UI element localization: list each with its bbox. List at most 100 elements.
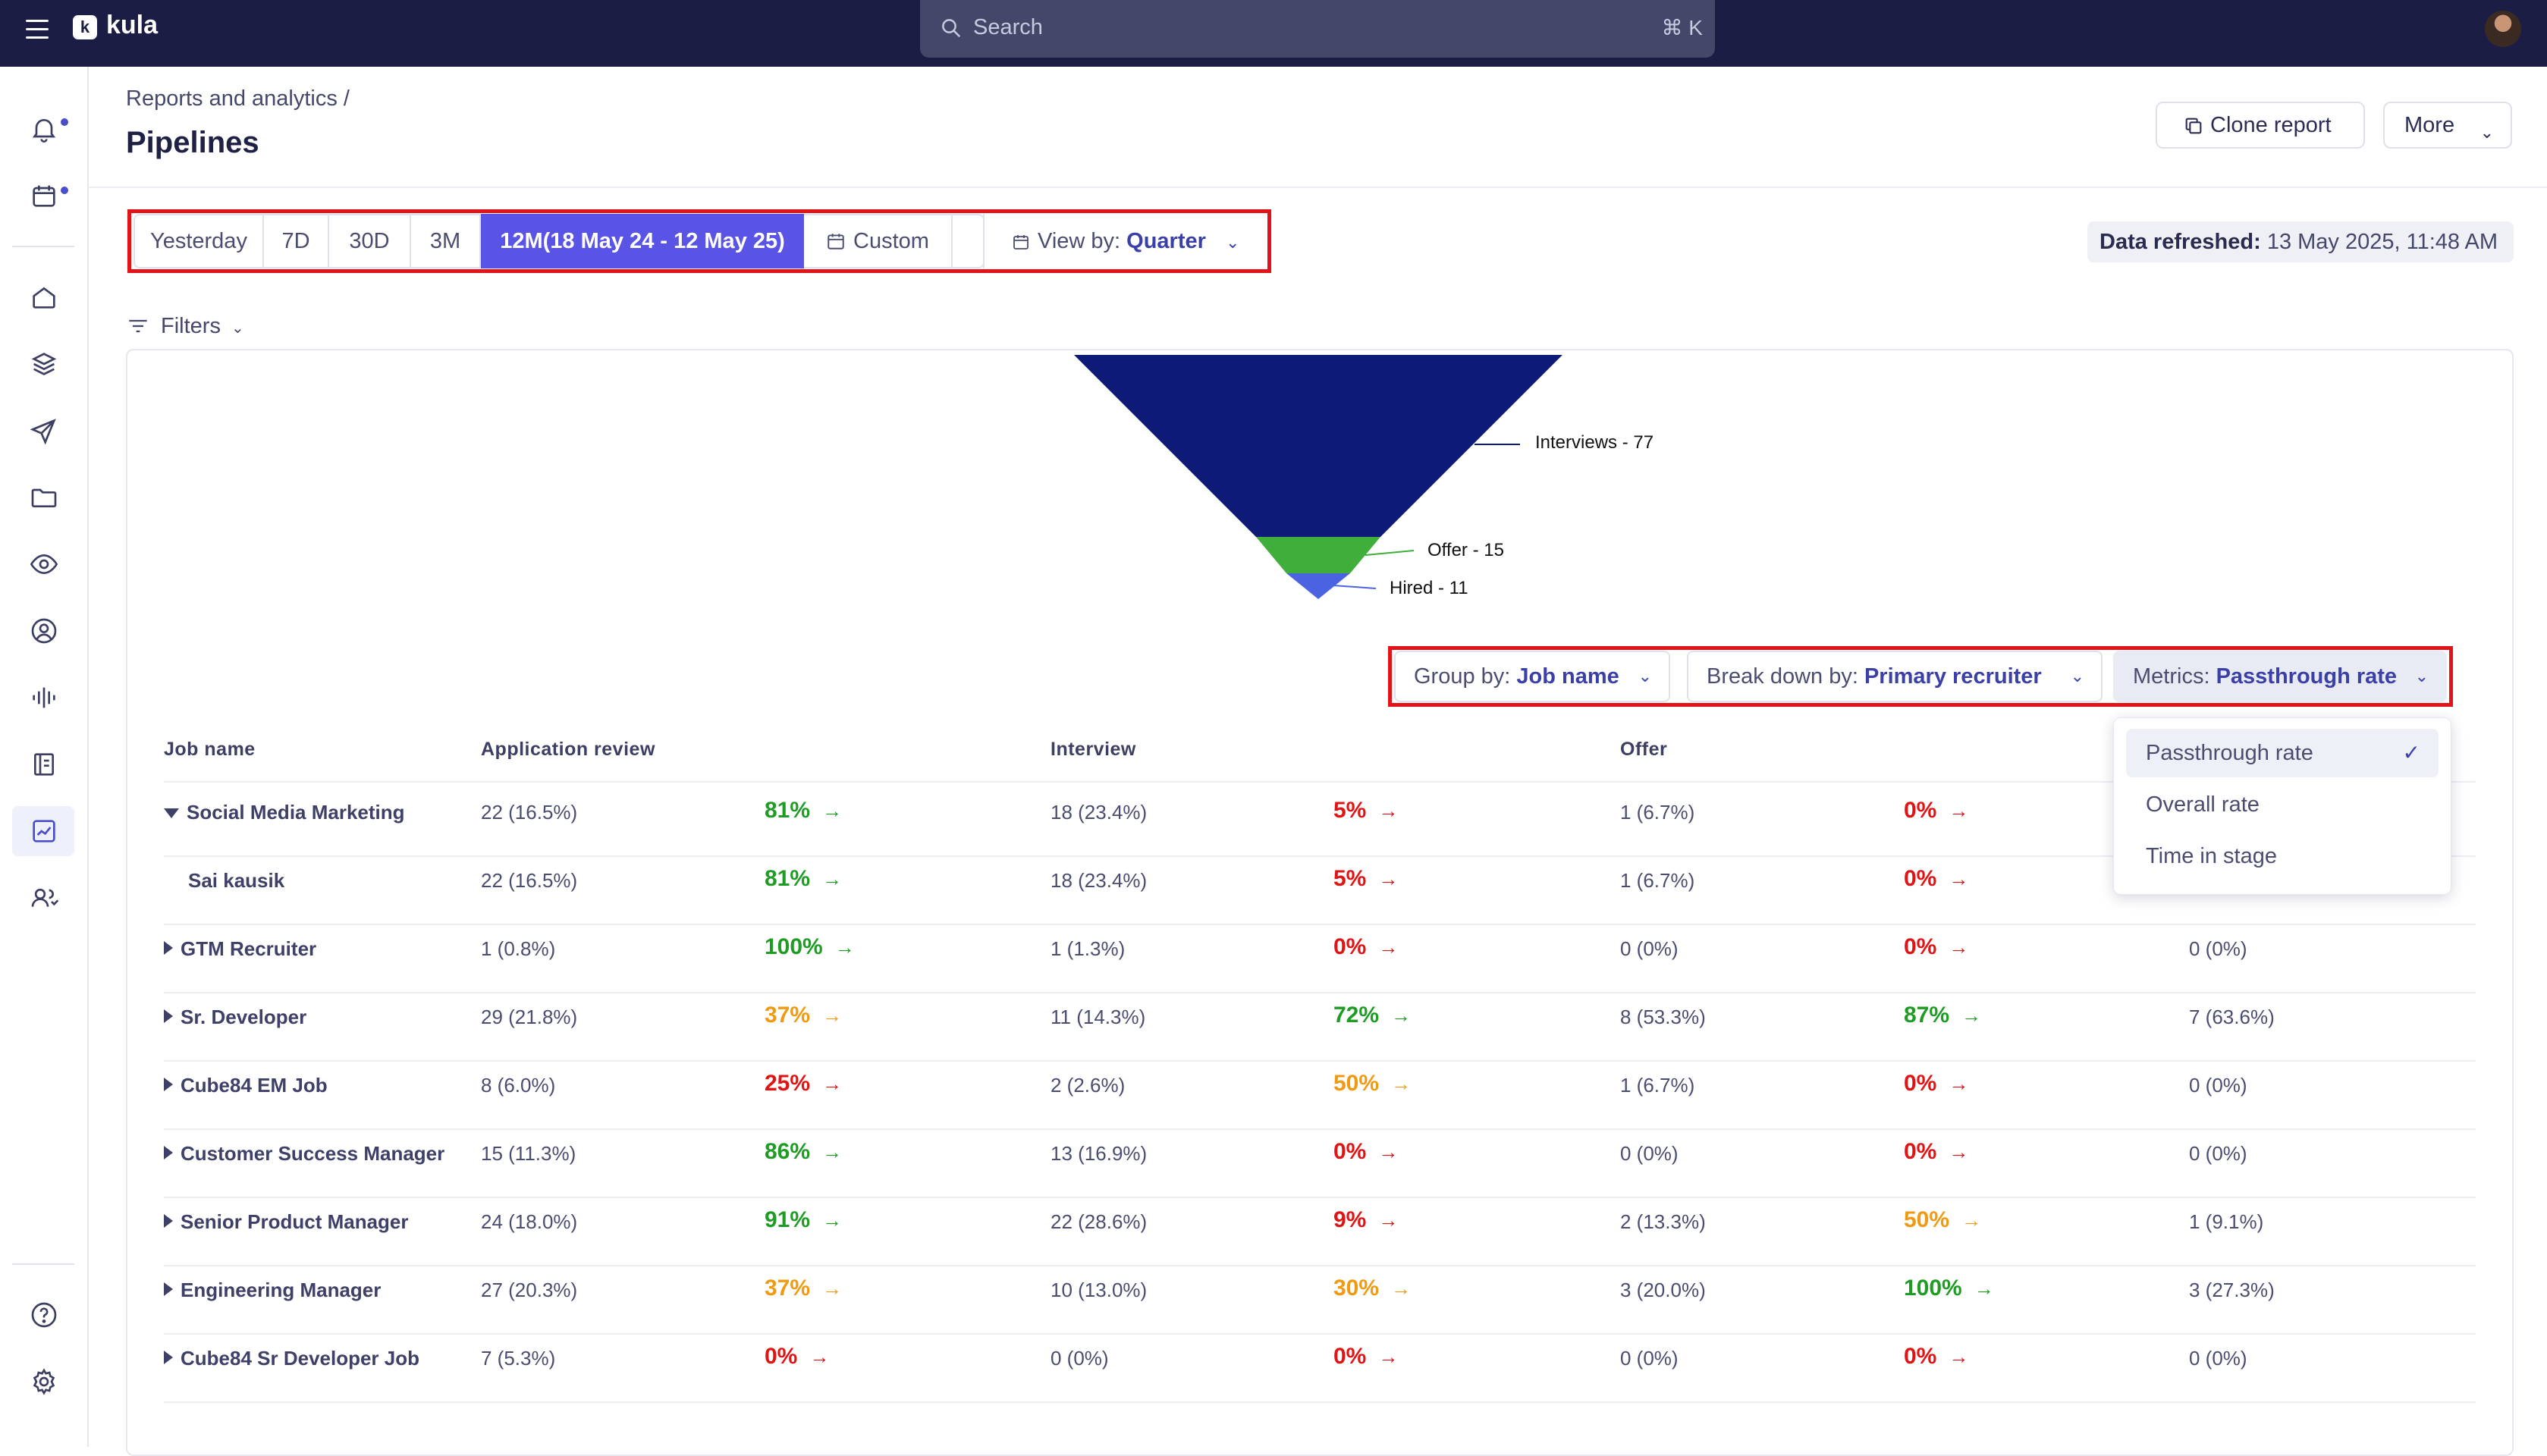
range-30d[interactable]: 30D — [329, 214, 411, 268]
view-by-dropdown[interactable]: View by: Quarter ⌄ — [983, 214, 1265, 268]
chevron-down-icon: ⌄ — [1225, 233, 1240, 252]
passthrough-rate-value: 91% — [765, 1207, 811, 1232]
audio-wave-icon[interactable] — [29, 682, 59, 713]
table-row-divider — [164, 992, 2476, 993]
user-circle-icon[interactable] — [29, 616, 59, 646]
chart-icon[interactable] — [29, 816, 59, 846]
break-down-dropdown[interactable]: Break down by: Primary recruiter ⌄ — [1687, 651, 2103, 702]
notebook-icon[interactable] — [29, 749, 59, 780]
passthrough-rate: 30% → — [1333, 1276, 1411, 1301]
metrics-dropdown[interactable]: Metrics: Passthrough rate ⌄ — [2113, 651, 2447, 702]
passthrough-rate: 50% → — [1904, 1207, 1981, 1233]
caret-right-icon[interactable] — [164, 1351, 173, 1364]
avatar[interactable] — [2485, 11, 2521, 47]
app-logo[interactable]: k — [73, 15, 97, 39]
funnel-stage-interviews[interactable] — [1074, 355, 1562, 537]
arrow-right-icon: → — [1378, 1141, 1399, 1163]
job-name-cell[interactable]: Engineering Manager — [164, 1279, 381, 1302]
job-name-cell[interactable]: GTM Recruiter — [164, 937, 316, 961]
filters-button[interactable]: Filters ⌄ — [127, 314, 244, 339]
interview-count: 18 (23.4%) — [1051, 801, 1148, 824]
users-icon[interactable] — [29, 883, 59, 913]
funnel-leader-line — [1333, 585, 1377, 589]
arrow-right-icon: → — [822, 868, 843, 890]
passthrough-rate-value: 37% — [765, 1003, 811, 1028]
table-row-divider — [164, 1401, 2476, 1403]
range-7d[interactable]: 7D — [264, 214, 329, 268]
range-yesterday[interactable]: Yesterday — [135, 214, 264, 268]
arrow-right-icon: → — [1391, 1277, 1412, 1300]
passthrough-rate-value: 30% — [1333, 1276, 1380, 1301]
job-name-cell[interactable]: Sai kausik — [188, 869, 284, 893]
interview-count: 13 (16.9%) — [1051, 1142, 1148, 1165]
eye-icon[interactable] — [29, 549, 59, 579]
app-name[interactable]: kula — [106, 11, 159, 39]
caret-right-icon[interactable] — [164, 1078, 173, 1091]
search-input[interactable]: Search — [973, 15, 1043, 39]
column-header-interview[interactable]: Interview — [1051, 739, 1136, 760]
home-icon[interactable] — [29, 282, 59, 312]
passthrough-rate-value: 87% — [1904, 1003, 1950, 1028]
caret-right-icon[interactable] — [164, 1009, 173, 1023]
job-name-cell[interactable]: Cube84 EM Job — [164, 1074, 328, 1097]
table-row-divider — [164, 855, 2476, 857]
clone-report-button[interactable]: Clone report — [2156, 102, 2365, 149]
interview-count: 11 (14.3%) — [1051, 1006, 1146, 1028]
breadcrumb[interactable]: Reports and analytics / — [126, 86, 350, 111]
arrow-right-icon: → — [822, 1141, 843, 1163]
hired-count: 7 (63.6%) — [2189, 1006, 2275, 1028]
interview-count: 18 (23.4%) — [1051, 869, 1148, 892]
table-row-divider — [164, 924, 2476, 925]
passthrough-rate-value: 0% — [1904, 1344, 1937, 1369]
interview-count: 1 (1.3%) — [1051, 937, 1126, 960]
passthrough-rate: 0% → — [1904, 798, 1968, 824]
caret-right-icon[interactable] — [164, 1214, 173, 1228]
range-12m[interactable]: 12M(18 May 24 - 12 May 25) — [481, 214, 804, 268]
offer-count: 0 (0%) — [1620, 1347, 1679, 1370]
column-header-application-review[interactable]: Application review — [481, 739, 655, 760]
menu-icon[interactable] — [26, 20, 49, 39]
help-icon[interactable] — [29, 1300, 59, 1330]
funnel-stage-hired[interactable] — [1286, 573, 1350, 599]
column-header-job-name[interactable]: Job name — [164, 739, 256, 760]
offer-count: 0 (0%) — [1620, 1142, 1679, 1165]
passthrough-rate: 25% → — [765, 1071, 842, 1097]
menu-item-passthrough-rate[interactable]: Passthrough rate ✓ — [2126, 729, 2439, 777]
job-name-cell[interactable]: Sr. Developer — [164, 1006, 306, 1029]
passthrough-rate: 0% → — [1333, 1139, 1398, 1165]
search-bar[interactable]: Search ⌘ K — [920, 0, 1715, 58]
menu-item-time-in-stage[interactable]: Time in stage — [2146, 844, 2277, 868]
settings-icon[interactable] — [29, 1367, 59, 1397]
arrow-right-icon: → — [1378, 1209, 1399, 1232]
bell-icon[interactable] — [29, 114, 59, 144]
send-icon[interactable] — [29, 416, 59, 446]
job-name-cell[interactable]: Cube84 Sr Developer Job — [164, 1347, 419, 1370]
caret-right-icon[interactable] — [164, 941, 173, 955]
passthrough-rate-value: 5% — [1333, 798, 1367, 823]
job-name-cell[interactable]: Social Media Marketing — [164, 801, 405, 824]
chevron-down-icon: ⌄ — [2479, 123, 2494, 142]
passthrough-rate: 86% → — [765, 1139, 842, 1165]
group-by-dropdown[interactable]: Group by: Job name ⌄ — [1394, 651, 1670, 702]
funnel-stage-offer[interactable] — [1256, 537, 1380, 573]
passthrough-rate: 0% → — [1333, 1344, 1398, 1370]
layers-icon[interactable] — [29, 349, 59, 379]
calendar-icon[interactable] — [29, 180, 59, 211]
passthrough-rate: 0% → — [1904, 1071, 1968, 1097]
chevron-down-icon: ⌄ — [1638, 667, 1652, 686]
view-by-value: Quarter — [1126, 229, 1206, 253]
header-divider — [88, 187, 2547, 188]
column-header-offer[interactable]: Offer — [1620, 739, 1668, 760]
job-name-cell[interactable]: Customer Success Manager — [164, 1142, 444, 1166]
hired-count: 1 (9.1%) — [2189, 1210, 2264, 1233]
job-name-text: Sai kausik — [188, 869, 285, 892]
caret-right-icon[interactable] — [164, 1146, 173, 1159]
range-custom-button[interactable]: Custom — [804, 214, 953, 268]
more-button[interactable]: More ⌄ — [2383, 102, 2512, 149]
caret-right-icon[interactable] — [164, 1282, 173, 1296]
range-3m[interactable]: 3M — [411, 214, 481, 268]
folder-icon[interactable] — [29, 482, 59, 513]
caret-down-icon[interactable] — [164, 808, 179, 818]
job-name-cell[interactable]: Senior Product Manager — [164, 1210, 409, 1234]
menu-item-overall-rate[interactable]: Overall rate — [2146, 792, 2260, 817]
